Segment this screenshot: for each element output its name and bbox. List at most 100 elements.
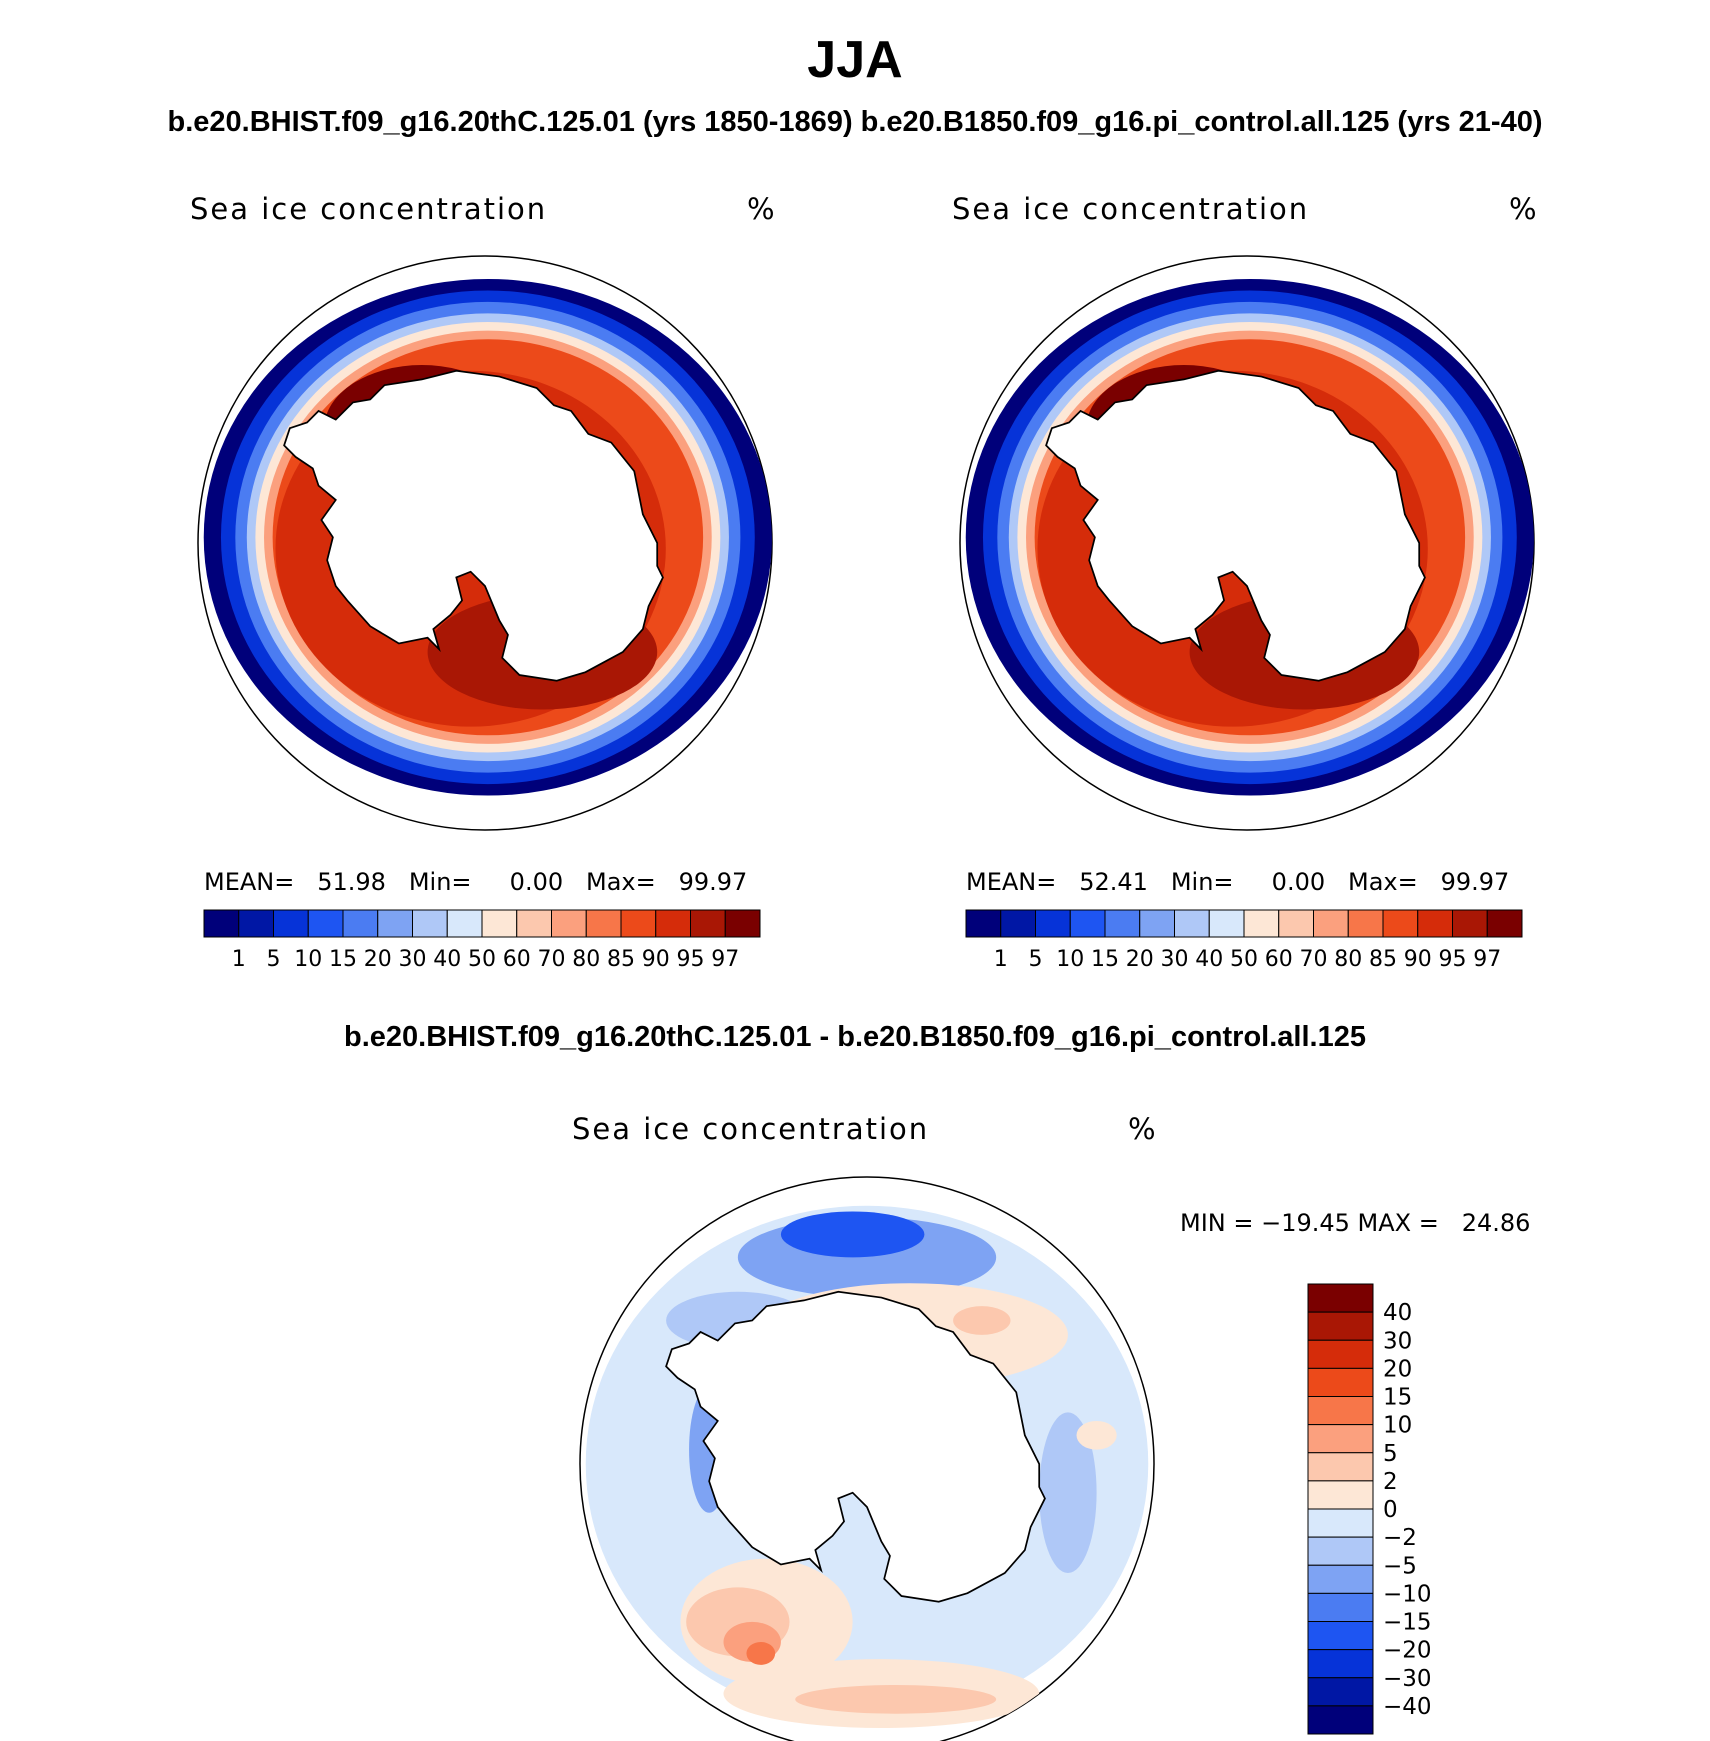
- diff-colorbar-tick-label: 20: [1383, 1356, 1412, 1382]
- right-colorbar-tick-label: 95: [1439, 947, 1467, 972]
- left-colorbar-swatch: [273, 909, 309, 938]
- diff-colorbar-swatch: [1307, 1564, 1374, 1594]
- right-colorbar-swatch: [1069, 909, 1106, 938]
- left-colorbar-swatch: [238, 909, 274, 938]
- diff-panel-units: %: [1128, 1112, 1158, 1146]
- left-colorbar-swatch: [481, 909, 518, 938]
- right-colorbar-tick-label: 40: [1195, 947, 1223, 972]
- right-colorbar-swatch: [1382, 909, 1419, 938]
- diff-colorbar-tick-label: −10: [1383, 1581, 1432, 1607]
- diff-colorbar-tick-label: −5: [1383, 1553, 1417, 1579]
- right-panel-units: %: [1509, 192, 1539, 226]
- left-colorbar-tick-label: 5: [267, 947, 281, 972]
- left-colorbar-swatch: [585, 909, 622, 938]
- diff-colorbar-tick-label: 30: [1383, 1328, 1412, 1354]
- left-colorbar-swatch: [307, 909, 344, 938]
- left-colorbar-tick-label: 80: [572, 947, 600, 972]
- right-colorbar: 1 5 10 15 20 30 40 50 60 70 80 85 90 95 97: [965, 909, 1523, 972]
- right-colorbar-tick-label: 20: [1126, 947, 1154, 972]
- diff-colorbar-swatch: [1307, 1452, 1374, 1482]
- case-pair-title: b.e20.BHIST.f09_g16.20thC.125.01 (yrs 18…: [167, 106, 1543, 138]
- diff-colorbar-swatch: [1307, 1311, 1374, 1341]
- left-panel-stats: MEAN= 51.98 Min= 0.00 Max= 99.97: [204, 868, 748, 896]
- left-colorbar-swatch: [412, 909, 448, 938]
- left-colorbar-tick-label: 15: [329, 947, 357, 972]
- diff-colorbar-swatch: [1307, 1396, 1374, 1426]
- right-colorbar-swatch: [1000, 909, 1036, 938]
- left-colorbar-swatch: [690, 909, 726, 938]
- left-colorbar-swatch: [342, 909, 379, 938]
- diff-colorbar-swatch: [1307, 1677, 1374, 1707]
- right-colorbar-tick-label: 50: [1230, 947, 1258, 972]
- right-colorbar-swatch: [1035, 909, 1071, 938]
- diff-colorbar-swatch: [1307, 1592, 1374, 1622]
- diff-colorbar-swatch: [1307, 1508, 1374, 1538]
- right-colorbar-tick-label: 85: [1369, 947, 1397, 972]
- left-colorbar-tick-label: 90: [642, 947, 670, 972]
- right-colorbar-tick-label: 10: [1056, 947, 1084, 972]
- left-colorbar-tick-label: 97: [711, 947, 739, 972]
- diff-colorbar-swatch: [1307, 1705, 1374, 1735]
- right-map: [959, 255, 1535, 831]
- right-colorbar-swatch: [1243, 909, 1280, 938]
- right-colorbar-swatch: [965, 909, 1002, 938]
- diff-colorbar-swatch: [1307, 1367, 1374, 1397]
- right-colorbar-tick-label: 70: [1300, 947, 1328, 972]
- left-colorbar-swatch: [516, 909, 552, 938]
- diff-colorbar-tick-label: 40: [1383, 1300, 1412, 1326]
- right-colorbar-swatch: [1486, 909, 1523, 938]
- right-colorbar-swatch: [1208, 909, 1245, 938]
- right-panel-stats: MEAN= 52.41 Min= 0.00 Max= 99.97: [966, 868, 1510, 896]
- right-colorbar-swatch: [1278, 909, 1314, 938]
- left-colorbar-swatch: [724, 909, 761, 938]
- left-colorbar-tick-label: 20: [364, 947, 392, 972]
- left-colorbar-tick-label: 1: [232, 947, 246, 972]
- diff-colorbar-tick-label: 2: [1383, 1469, 1398, 1495]
- diff-colorbar-swatch: [1307, 1536, 1374, 1566]
- left-colorbar-swatch: [446, 909, 483, 938]
- diff-colorbar-tick-label: −20: [1383, 1638, 1432, 1664]
- right-colorbar-tick-label: 15: [1091, 947, 1119, 972]
- right-panel-variable: Sea ice concentration: [952, 192, 1310, 226]
- right-colorbar-swatch: [1347, 909, 1384, 938]
- left-colorbar: 1 5 10 15 20 30 40 50 60 70 80 85 90 95 97: [203, 909, 761, 972]
- right-colorbar-tick-label: 97: [1473, 947, 1501, 972]
- diff-colorbar-tick-label: −40: [1383, 1694, 1432, 1720]
- right-colorbar-swatch: [1313, 909, 1349, 938]
- left-panel-variable: Sea ice concentration: [190, 192, 548, 226]
- right-colorbar-tick-label: 1: [994, 947, 1008, 972]
- left-colorbar-swatch: [620, 909, 657, 938]
- diff-panel-variable: Sea ice concentration: [572, 1112, 930, 1146]
- left-colorbar-tick-label: 60: [503, 947, 531, 972]
- difference-title: b.e20.BHIST.f09_g16.20thC.125.01 - b.e20…: [344, 1021, 1366, 1053]
- diff-colorbar-tick-label: −15: [1383, 1610, 1432, 1636]
- left-colorbar-swatch: [377, 909, 413, 938]
- left-colorbar-tick-label: 85: [607, 947, 635, 972]
- left-colorbar-tick-label: 10: [294, 947, 322, 972]
- right-colorbar-tick-label: 90: [1404, 947, 1432, 972]
- right-colorbar-tick-label: 30: [1161, 947, 1189, 972]
- diff-colorbar-swatch: [1307, 1480, 1374, 1510]
- diff-colorbar-swatch: [1307, 1424, 1374, 1454]
- diff-colorbar-tick-label: 15: [1383, 1385, 1412, 1411]
- diff-colorbar-tick-label: 10: [1383, 1413, 1412, 1439]
- right-colorbar-swatch: [1452, 909, 1488, 938]
- left-colorbar-tick-label: 70: [538, 947, 566, 972]
- right-colorbar-swatch: [1139, 909, 1175, 938]
- right-colorbar-swatch: [1417, 909, 1453, 938]
- right-colorbar-swatch: [1104, 909, 1141, 938]
- left-colorbar-tick-label: 40: [433, 947, 461, 972]
- right-colorbar-tick-label: 5: [1029, 947, 1043, 972]
- left-colorbar-tick-label: 30: [399, 947, 427, 972]
- diff-colorbar-swatch: [1307, 1649, 1374, 1679]
- diff-colorbar-swatch: [1307, 1621, 1374, 1651]
- diff-panel-stats: MIN = −19.45 MAX = 24.86: [1180, 1209, 1531, 1237]
- diff-colorbar-tick-label: 0: [1383, 1497, 1398, 1523]
- right-colorbar-swatch: [1174, 909, 1210, 938]
- left-panel-units: %: [747, 192, 777, 226]
- diff-colorbar-swatch: [1307, 1339, 1374, 1369]
- diff-colorbar-tick-label: −30: [1383, 1666, 1432, 1692]
- figure-title: JJA: [807, 31, 903, 89]
